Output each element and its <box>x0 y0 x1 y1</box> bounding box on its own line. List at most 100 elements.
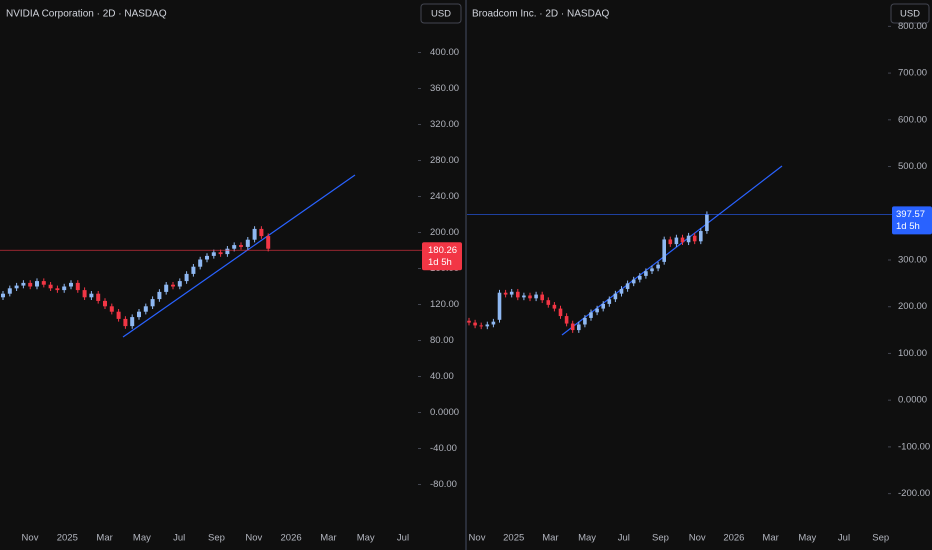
candle-body <box>522 295 526 298</box>
candle-body <box>171 284 175 287</box>
candle-body <box>266 236 271 249</box>
x-tick-label: Mar <box>320 533 336 544</box>
y-tick-label: 320.00 <box>430 119 459 130</box>
y-tick-label: 0.0000 <box>898 395 927 406</box>
trend-line <box>122 174 356 338</box>
candle-body <box>503 292 508 295</box>
candle-body <box>589 312 593 318</box>
y-tick-label: -200.00 <box>898 488 930 499</box>
candle-body <box>625 283 630 289</box>
y-tick-label: 80.00 <box>430 335 454 346</box>
candle-body <box>613 293 618 300</box>
x-tick-label: Nov <box>245 533 262 544</box>
y-tick-label: 240.00 <box>430 191 459 202</box>
candle-body <box>55 288 60 291</box>
candle-body <box>211 252 216 256</box>
candle-body <box>662 239 666 262</box>
candle-body <box>528 295 532 299</box>
candle-body <box>546 300 551 305</box>
x-tick-label: Sep <box>872 533 889 544</box>
panel-divider <box>465 0 467 550</box>
countdown-label: 1d 5h <box>896 221 920 232</box>
candle-body <box>516 291 520 298</box>
candle-body <box>14 285 19 289</box>
x-tick-label: May <box>357 533 375 544</box>
x-tick-label: Mar <box>762 533 778 544</box>
x-tick-label: Jul <box>173 533 185 544</box>
candle-body <box>82 290 87 298</box>
candle-body <box>699 231 703 242</box>
candle-body <box>558 308 563 317</box>
currency-button[interactable] <box>890 3 930 24</box>
candle-body <box>619 288 624 294</box>
y-tick-label: 300.00 <box>898 255 927 266</box>
candle-body <box>705 214 709 232</box>
candle-body <box>245 239 250 247</box>
candle-body <box>638 275 642 280</box>
candle-body <box>130 317 135 327</box>
x-tick-label: 2025 <box>503 533 524 544</box>
candle-body <box>656 264 660 269</box>
x-tick-label: 2025 <box>57 533 78 544</box>
candle-body <box>177 281 182 287</box>
candle-body <box>103 300 107 307</box>
candle-body <box>75 282 80 291</box>
x-tick-label: Nov <box>689 533 706 544</box>
y-tick-label: 400.00 <box>430 47 459 58</box>
y-tick-label: 500.00 <box>898 161 927 172</box>
candle-body <box>564 316 569 324</box>
y-tick-label: 0.0000 <box>430 407 459 418</box>
candle-body <box>540 294 544 301</box>
countdown-label: 1d 5h <box>428 257 452 268</box>
candle-body <box>668 239 673 245</box>
x-tick-label: May <box>798 533 816 544</box>
candle-body <box>35 281 39 287</box>
x-tick-label: Mar <box>542 533 558 544</box>
last-price-label: 397.57 <box>896 209 925 220</box>
y-tick-label: 280.00 <box>430 155 459 166</box>
y-tick-label: 600.00 <box>898 114 927 125</box>
candle-body <box>198 259 203 267</box>
x-tick-label: Jul <box>397 533 409 544</box>
candle-body <box>583 317 587 325</box>
candle-body <box>123 318 128 327</box>
x-tick-label: 2026 <box>281 533 302 544</box>
candle-body <box>644 271 648 276</box>
currency-button[interactable] <box>420 3 462 24</box>
candle-body <box>686 235 691 243</box>
candle-body <box>48 284 53 289</box>
y-tick-label: -100.00 <box>898 441 930 452</box>
trend-line <box>561 165 783 336</box>
x-tick-label: May <box>133 533 151 544</box>
candle-body <box>7 288 12 294</box>
candle-body <box>218 252 223 255</box>
chart-title: NVIDIA Corporation · 2D · NASDAQ <box>6 9 167 20</box>
x-tick-label: Nov <box>22 533 39 544</box>
currency-label[interactable]: USD <box>431 9 451 20</box>
y-tick-label: 360.00 <box>430 83 459 94</box>
candle-body <box>485 324 490 327</box>
x-tick-label: Jul <box>618 533 630 544</box>
candle-body <box>157 291 162 300</box>
x-tick-label: Sep <box>652 533 669 544</box>
candle-body <box>116 311 121 319</box>
x-tick-label: Mar <box>96 533 112 544</box>
candle-body <box>164 284 169 292</box>
candle-body <box>191 266 196 274</box>
candle-body <box>259 228 264 237</box>
candle-body <box>491 321 496 325</box>
candle-body <box>479 325 483 327</box>
y-tick-label: 40.00 <box>430 371 454 382</box>
candle-body <box>607 299 612 304</box>
candle-body <box>1 293 5 298</box>
last-price-badge <box>422 242 462 271</box>
candle-body <box>225 248 230 255</box>
candle-body <box>96 293 101 301</box>
candle-body <box>577 324 581 331</box>
y-tick-label: 200.00 <box>430 227 459 238</box>
y-tick-label: 120.00 <box>430 299 459 310</box>
currency-label[interactable]: USD <box>900 9 920 20</box>
candle-body <box>473 322 477 326</box>
candle-body <box>21 282 26 286</box>
